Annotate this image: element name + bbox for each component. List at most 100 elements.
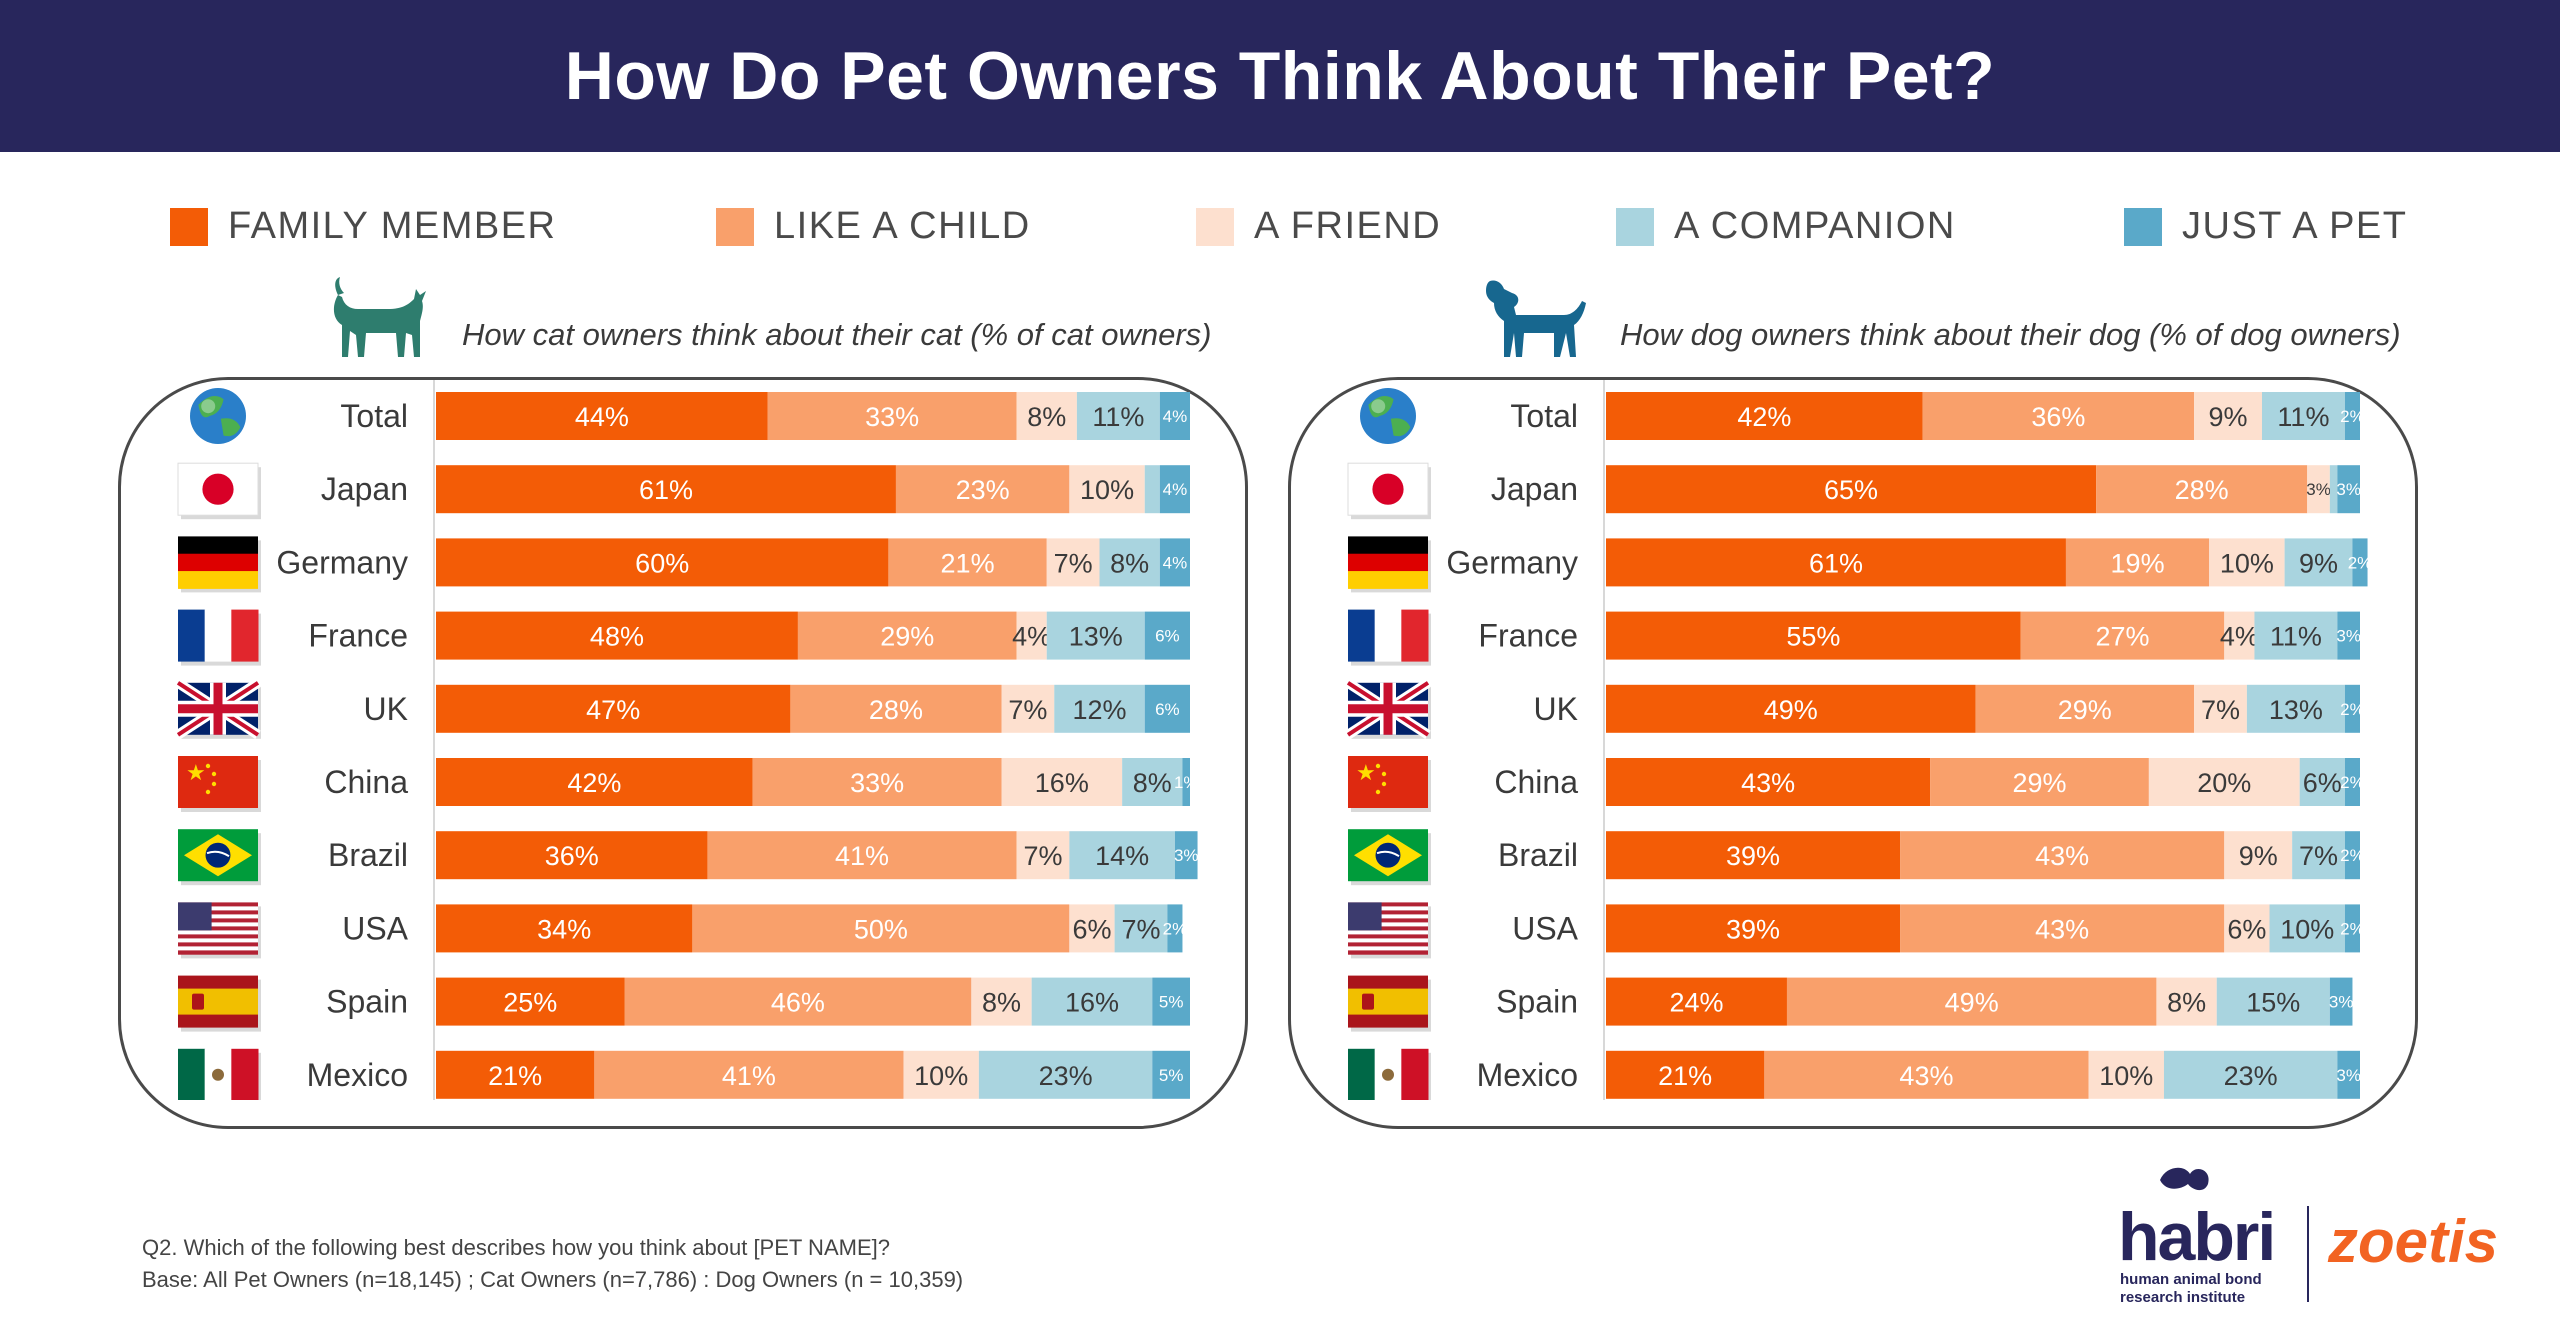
cat-panel-subtitle: How cat owners think about their cat (% … [462, 317, 1212, 353]
cat-data-label: 12% [1072, 695, 1126, 725]
cat-data-label: 50% [854, 914, 908, 944]
cat-category-label: Mexico [307, 1057, 408, 1093]
usa-flag-icon [178, 902, 261, 958]
cat-row-mexico: Mexico 21% 41% 10% 23% 5% [178, 1049, 1190, 1100]
cat-data-label: 14% [1095, 841, 1149, 871]
cat-data-label: 41% [722, 1061, 776, 1091]
dog-panel-subtitle: How dog owners think about their dog (% … [1620, 317, 2401, 353]
cat-data-label: 28% [869, 695, 923, 725]
dog-data-label: 43% [2035, 914, 2089, 944]
legend-swatch [2124, 208, 2162, 246]
dog-data-label: 2% [2340, 700, 2365, 719]
dog-data-label: 13% [2269, 695, 2323, 725]
uk-flag-icon [1348, 683, 1431, 739]
dog-data-label: 9% [2299, 548, 2338, 578]
cat-data-label: 1% [1174, 773, 1199, 792]
cat-data-label: 36% [545, 841, 599, 871]
cat-row-spain: Spain 25% 46% 8% 16% 5% [178, 976, 1190, 1032]
legend-item-a-companion: A COMPANION [1616, 205, 1956, 248]
dog-data-label: 55% [1786, 622, 1840, 652]
dog-data-label: 24% [1669, 988, 1723, 1018]
dog-panel-header: How dog owners think about their dog (% … [1486, 275, 2401, 359]
dog-row-mexico: Mexico 21% 43% 10% 23% 3% [1348, 1049, 2361, 1100]
dog-data-label: 7% [2299, 841, 2338, 871]
dog-data-label: 2% [2340, 846, 2365, 865]
legend-label: JUST A PET [2182, 205, 2407, 248]
cat-data-label: 60% [635, 548, 689, 578]
legend-label: FAMILY MEMBER [228, 205, 557, 248]
cat-category-label: UK [364, 691, 408, 727]
footnote-question: Q2. Which of the following best describe… [142, 1232, 963, 1264]
svg-text:★: ★ [1356, 761, 1376, 786]
dog-data-label: 61% [1809, 548, 1863, 578]
cat-data-label: 42% [567, 768, 621, 798]
cat-data-label: 8% [1133, 768, 1172, 798]
dog-data-label: 39% [1726, 841, 1780, 871]
cat-data-label: 8% [982, 988, 1021, 1018]
dog-data-label: 2% [2340, 919, 2365, 938]
logo-group: habri human animal bond research institu… [2100, 1150, 2520, 1310]
cat-data-label: 13% [1069, 622, 1123, 652]
dog-data-label: 43% [1741, 768, 1795, 798]
dog-data-label: 27% [2095, 622, 2149, 652]
dog-data-label: 6% [2227, 914, 2266, 944]
cat-data-label: 21% [941, 548, 995, 578]
cat-category-label: France [308, 618, 408, 654]
cat-data-label: 4% [1012, 622, 1051, 652]
cat-data-label: 23% [956, 475, 1010, 505]
page-title: How Do Pet Owners Think About Their Pet? [565, 37, 1995, 115]
spain-flag-icon [1348, 976, 1431, 1032]
cat-category-label: Brazil [328, 837, 408, 873]
china-flag-icon: ★ [1348, 756, 1431, 812]
france-flag-icon [178, 610, 261, 666]
dog-row-total: Total 42% 36% 9% 11% 2% [1360, 388, 2365, 444]
cat-data-label: 21% [488, 1061, 542, 1091]
dog-data-label: 2% [2340, 407, 2365, 426]
legend-item-just-a-pet: JUST A PET [2124, 205, 2407, 248]
habri-mark [2160, 1168, 2209, 1190]
legend-item-like-a-child: LIKE A CHILD [716, 205, 1031, 248]
cat-data-label: 48% [590, 622, 644, 652]
cat-data-label: 29% [880, 622, 934, 652]
cat-data-label: 4% [1163, 407, 1188, 426]
cat-data-label: 3% [1174, 846, 1199, 865]
cat-data-label: 7% [1054, 548, 1093, 578]
legend-label: A FRIEND [1254, 205, 1441, 248]
dog-data-label: 21% [1658, 1061, 1712, 1091]
dog-data-label: 2% [2340, 773, 2365, 792]
cat-category-label: Total [340, 398, 408, 434]
japan-flag-icon [178, 463, 261, 519]
svg-text:★: ★ [186, 761, 206, 786]
cat-data-label: 34% [537, 914, 591, 944]
cat-data-label: 16% [1035, 768, 1089, 798]
cat-row-total: Total 44% 33% 8% 11% 4% [190, 388, 1190, 444]
cat-data-label: 16% [1065, 988, 1119, 1018]
legend-label: A COMPANION [1674, 205, 1956, 248]
dog-data-label: 15% [2246, 988, 2300, 1018]
dog-chart: Total 42% 36% 9% 11% 2% Japan 65% 28% 3% 3% Germany… [1330, 380, 2390, 1100]
dog-data-label: 2% [2348, 553, 2373, 572]
dog-data-label: 3% [2329, 993, 2354, 1012]
cat-data-label: 4% [1163, 553, 1188, 572]
dog-data-label: 10% [2099, 1061, 2153, 1091]
cat-data-label: 47% [586, 695, 640, 725]
cat-category-label: Japan [321, 471, 408, 507]
cat-icon [328, 275, 428, 359]
cat-data-label: 5% [1159, 993, 1184, 1012]
france-flag-icon [1348, 610, 1431, 666]
germany-flag-icon [1348, 536, 1431, 592]
dog-category-label: Mexico [1477, 1057, 1578, 1093]
cat-data-label: 25% [503, 988, 557, 1018]
legend-swatch [1616, 208, 1654, 246]
cat-data-label: 7% [1023, 841, 1062, 871]
dog-row-usa: USA 39% 43% 6% 10% 2% [1348, 902, 2365, 958]
germany-flag-icon [178, 536, 261, 592]
dog-row-brazil: Brazil 39% 43% 9% 7% 2% [1348, 829, 2365, 885]
dog-data-label: 28% [2175, 475, 2229, 505]
dog-row-china: ★ China 43% 29% 20% 6%2% [1348, 756, 2365, 812]
cat-row-usa: USA 34% 50% 6% 7% 2% [178, 902, 1187, 958]
legend: FAMILY MEMBER LIKE A CHILD A FRIEND A CO… [0, 205, 2560, 255]
cat-data-label: 4% [1163, 480, 1188, 499]
cat-row-brazil: Brazil 36% 41% 7% 14% 3% [178, 829, 1199, 885]
dog-category-label: Total [1510, 398, 1578, 434]
